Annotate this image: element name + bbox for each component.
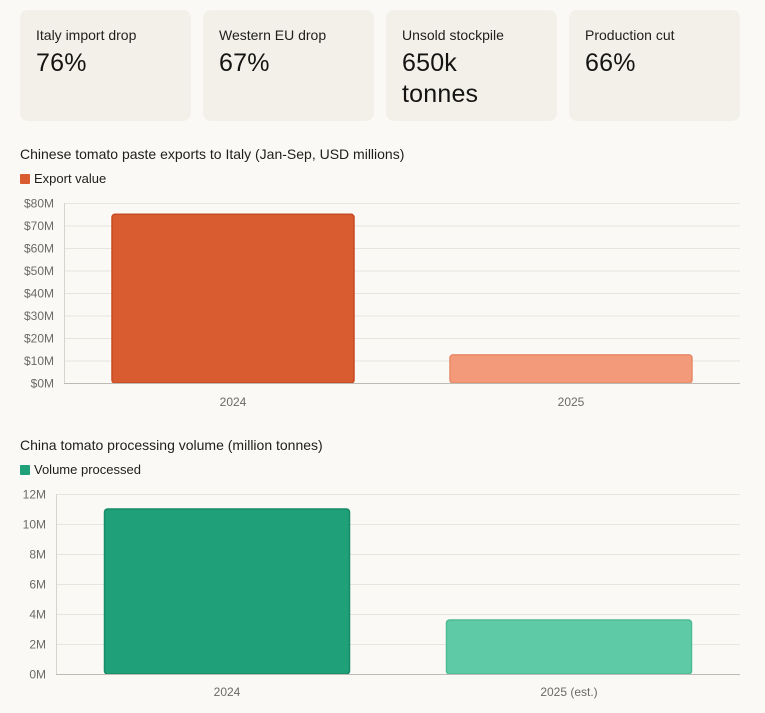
legend-swatch: [20, 464, 30, 475]
stat-label: Unsold stockpile: [402, 27, 504, 43]
stat-card-unsold-stockpile: Unsold stockpile 650k tonnes: [386, 10, 557, 121]
legend-exports: Export value: [20, 171, 106, 186]
x-tick-label: 2024: [214, 685, 241, 699]
stat-value: 66%: [585, 49, 636, 77]
exports-bar-chart: $0M $10M $20M $30M $40M $50M $60M $70M $80M 2024 2…: [24, 197, 740, 409]
volume-bar-chart: 0M 2M 4M 6M 8M 10M 12M 2024 2025 (est.): [23, 488, 740, 699]
legend-label: Export value: [34, 171, 107, 186]
bar: [111, 213, 355, 384]
legend-volume: Volume processed: [20, 462, 141, 477]
y-tick-label: $10M: [24, 354, 54, 368]
x-tick-label: 2025 (est.): [540, 685, 597, 699]
y-tick-label: 8M: [29, 548, 46, 562]
y-tick-label: $80M: [24, 197, 54, 211]
y-tick-label: 2M: [29, 638, 46, 652]
y-tick-label: $70M: [24, 219, 54, 233]
bar: [445, 619, 693, 675]
y-tick-label: $30M: [24, 309, 54, 323]
stat-label: Production cut: [585, 27, 675, 43]
stat-value: 67%: [219, 49, 270, 77]
stat-cards: Italy import drop 76% Western EU drop 67…: [20, 10, 740, 121]
chart-title-volume: China tomato processing volume (million …: [20, 437, 323, 453]
y-tick-label: $50M: [24, 264, 54, 278]
y-tick-label: 12M: [23, 488, 46, 502]
y-tick-label: 10M: [23, 518, 46, 532]
chart-title-exports: Chinese tomato paste exports to Italy (J…: [20, 146, 405, 162]
y-tick-label: $60M: [24, 242, 54, 256]
y-tick-label: $20M: [24, 332, 54, 346]
x-tick-label: 2024: [220, 395, 247, 409]
bar: [449, 354, 693, 384]
legend-label: Volume processed: [34, 462, 141, 477]
bar: [103, 508, 351, 675]
y-tick-label: $0M: [31, 377, 54, 391]
stat-card-italy-import-drop: Italy import drop 76%: [20, 10, 191, 121]
stat-card-western-eu-drop: Western EU drop 67%: [203, 10, 374, 121]
y-tick-label: 6M: [29, 578, 46, 592]
stat-label: Italy import drop: [36, 27, 137, 43]
x-tick-label: 2025: [558, 395, 585, 409]
stat-card-production-cut: Production cut 66%: [569, 10, 740, 121]
legend-swatch: [20, 173, 30, 184]
stat-value: 650k tonnes: [402, 49, 479, 108]
stat-value: 76%: [36, 49, 87, 77]
y-tick-label: 4M: [29, 608, 46, 622]
stat-label: Western EU drop: [219, 27, 327, 43]
y-tick-label: 0M: [29, 668, 46, 682]
y-tick-label: $40M: [24, 287, 54, 301]
